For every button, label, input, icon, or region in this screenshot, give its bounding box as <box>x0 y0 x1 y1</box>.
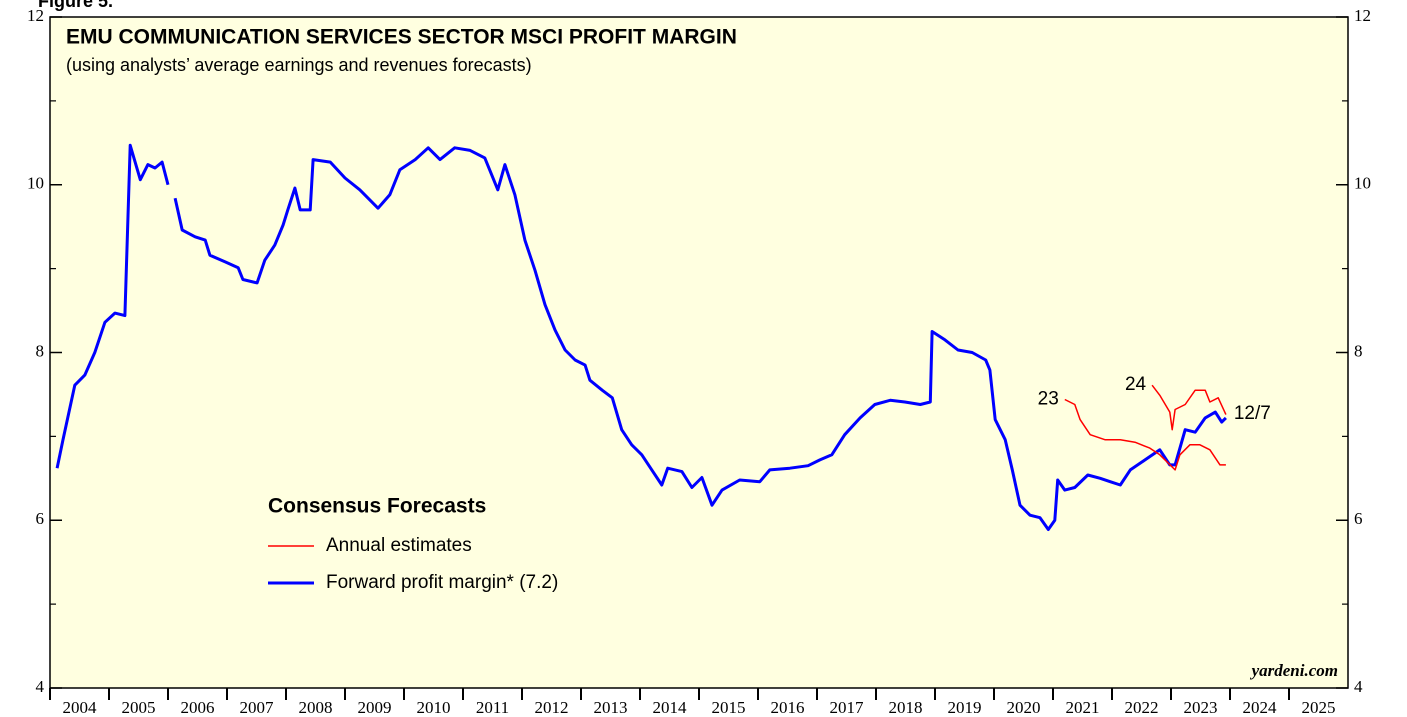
y2-tick-label: 4 <box>1354 677 1363 696</box>
x-tick-label: 2023 <box>1184 698 1218 717</box>
x-tick-label: 2020 <box>1007 698 1041 717</box>
chart-subtitle: (using analysts’ average earnings and re… <box>66 55 532 75</box>
source: yardeni.com <box>1250 661 1338 680</box>
plot-area <box>49 16 1349 689</box>
chart-title: EMU COMMUNICATION SERVICES SECTOR MSCI P… <box>66 26 737 49</box>
x-tick-label: 2007 <box>240 698 275 717</box>
y2-tick-label: 8 <box>1354 341 1363 360</box>
legend-label: Annual estimates <box>326 535 472 556</box>
x-tick-label: 2005 <box>122 698 156 717</box>
x-tick-label: 2021 <box>1066 698 1100 717</box>
x-tick-label: 2014 <box>653 698 688 717</box>
legend-label: Forward profit margin* (7.2) <box>326 572 558 593</box>
x-tick-label: 2024 <box>1243 698 1278 717</box>
x-tick-label: 2004 <box>63 698 98 717</box>
legend-title: Consensus Forecasts <box>268 495 486 518</box>
x-tick-label: 2022 <box>1125 698 1159 717</box>
series-line <box>1064 398 1226 471</box>
x-tick-label: 2006 <box>181 698 215 717</box>
series-line <box>55 143 1227 531</box>
x-tick-label: 2008 <box>299 698 333 717</box>
series-line <box>1151 384 1227 431</box>
y2-tick-label: 12 <box>1354 6 1371 25</box>
y-tick-label: 6 <box>36 509 45 528</box>
x-tick-label: 2018 <box>889 698 923 717</box>
x-tick-label: 2011 <box>476 698 509 717</box>
x-tick-label: 2019 <box>948 698 982 717</box>
series-end-label: 12/7 <box>1234 403 1271 424</box>
series-label: 23 <box>1038 388 1059 409</box>
y-tick-label: 8 <box>36 341 45 360</box>
series-label: 24 <box>1125 374 1147 395</box>
y-tick-label: 12 <box>27 6 44 25</box>
y2-tick-label: 6 <box>1354 509 1363 528</box>
y-tick-label: 4 <box>36 677 45 696</box>
x-tick-label: 2015 <box>712 698 746 717</box>
x-tick-label: 2025 <box>1302 698 1336 717</box>
x-tick-label: 2012 <box>535 698 569 717</box>
x-tick-label: 2016 <box>771 698 805 717</box>
x-tick-label: 2009 <box>358 698 392 717</box>
figure-label: Figure 5. <box>38 0 113 11</box>
y-tick-label: 10 <box>27 174 44 193</box>
y2-tick-label: 10 <box>1354 174 1371 193</box>
x-tick-label: 2010 <box>417 698 451 717</box>
x-tick-label: 2013 <box>594 698 628 717</box>
x-tick-label: 2017 <box>830 698 865 717</box>
